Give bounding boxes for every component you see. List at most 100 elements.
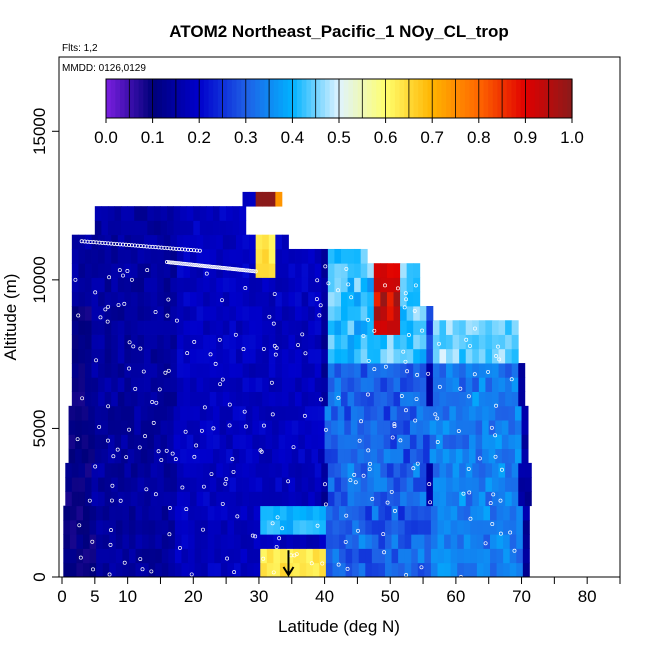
heatmap-cell <box>249 334 257 350</box>
track-point <box>194 443 199 448</box>
track-point <box>73 277 78 282</box>
heatmap-cell <box>258 420 266 435</box>
heatmap-cell <box>240 562 248 578</box>
heatmap-cell <box>183 277 191 293</box>
heatmap-cell <box>321 263 329 278</box>
colorbar-swatch <box>259 79 266 118</box>
heatmap-cell <box>170 277 178 293</box>
track-point <box>218 382 223 387</box>
heatmap-cell <box>130 334 138 350</box>
heatmap-cell <box>286 519 294 535</box>
heatmap-cell <box>308 462 316 478</box>
heatmap-cell <box>327 363 335 378</box>
heatmap-cell <box>94 448 102 464</box>
heatmap-cell <box>117 248 125 264</box>
heatmap-cell <box>71 248 79 264</box>
heatmap-cell <box>406 277 414 293</box>
heatmap-cell <box>450 505 458 521</box>
heatmap-cell <box>71 491 79 507</box>
colorbar-swatch <box>273 79 280 118</box>
heatmap-cell <box>341 306 348 321</box>
track-point <box>228 266 233 271</box>
heatmap-cell <box>78 334 86 350</box>
heatmap-cell <box>163 248 171 264</box>
heatmap-cell <box>65 477 73 492</box>
heatmap-cell <box>76 548 84 564</box>
heatmap-cell <box>304 420 312 435</box>
heatmap-cell <box>470 519 478 535</box>
heatmap-cell <box>155 562 163 578</box>
heatmap-cell <box>272 420 280 435</box>
heatmap-cell <box>253 548 261 564</box>
heatmap-cell <box>354 348 362 364</box>
heatmap-cell <box>91 348 99 364</box>
heatmap-cell <box>262 291 270 307</box>
heatmap-cell <box>449 405 457 421</box>
heatmap-cell <box>347 348 355 364</box>
heatmap-cell <box>260 519 268 535</box>
heatmap-cell <box>65 491 73 507</box>
heatmap-cell <box>400 477 408 492</box>
heatmap-cell <box>203 263 211 278</box>
colorbar-swatch <box>245 79 252 118</box>
heatmap-cell <box>455 420 463 435</box>
heatmap-cell <box>196 491 204 507</box>
heatmap-cell <box>235 363 243 378</box>
heatmap-cell <box>265 405 273 421</box>
colorbar-swatch <box>366 79 373 118</box>
colorbar-swatch <box>199 79 205 118</box>
heatmap-cell <box>163 263 171 278</box>
track-point <box>262 423 266 428</box>
heatmap-cell <box>386 306 394 321</box>
heatmap-cell <box>295 248 303 264</box>
heatmap-cell <box>167 448 174 464</box>
heatmap-cell <box>288 348 296 364</box>
heatmap-cell <box>252 434 260 450</box>
heatmap-cell <box>268 391 276 407</box>
heatmap-cell <box>354 334 362 350</box>
heatmap-cell <box>134 448 142 464</box>
heatmap-cell <box>367 391 375 407</box>
track-point <box>353 480 358 485</box>
heatmap-cell <box>314 377 322 392</box>
heatmap-cell <box>81 405 89 421</box>
heatmap-cell <box>301 391 309 407</box>
track-point <box>97 424 102 429</box>
heatmap-cell <box>450 534 458 549</box>
track-point <box>508 530 513 535</box>
colorbar-swatch <box>287 79 293 118</box>
track-point <box>164 448 169 453</box>
heatmap-cell <box>212 434 220 450</box>
heatmap-cell <box>142 505 150 521</box>
track-point <box>336 562 341 567</box>
heatmap-cell <box>124 248 132 264</box>
colorbar-swatch <box>455 79 461 118</box>
heatmap-cell <box>190 248 197 264</box>
track-point <box>272 292 277 297</box>
heatmap-cell <box>130 306 138 321</box>
track-point <box>94 358 99 363</box>
heatmap-cell <box>462 405 470 421</box>
heatmap-cell <box>76 534 84 549</box>
track-point <box>349 295 354 300</box>
colorbar-tick-label: 0.9 <box>514 128 538 147</box>
heatmap-cell <box>247 562 255 578</box>
heatmap-cell <box>268 248 276 264</box>
heatmap-cell <box>406 462 414 478</box>
heatmap-cell <box>432 391 440 407</box>
heatmap-cell <box>262 191 270 207</box>
track-point <box>201 484 206 489</box>
heatmap-cell <box>174 505 182 521</box>
heatmap-cell <box>130 248 138 264</box>
heatmap-cell <box>94 420 102 435</box>
heatmap-cell <box>367 477 375 492</box>
heatmap-cell <box>496 548 504 564</box>
heatmap-cell <box>84 462 92 478</box>
heatmap-cell <box>498 462 506 478</box>
heatmap-cell <box>222 462 230 478</box>
heatmap-cell <box>255 291 263 307</box>
heatmap-cell <box>188 548 196 564</box>
heatmap-cell <box>288 334 296 350</box>
heatmap-cell <box>242 277 250 293</box>
heatmap-cell <box>127 405 135 421</box>
